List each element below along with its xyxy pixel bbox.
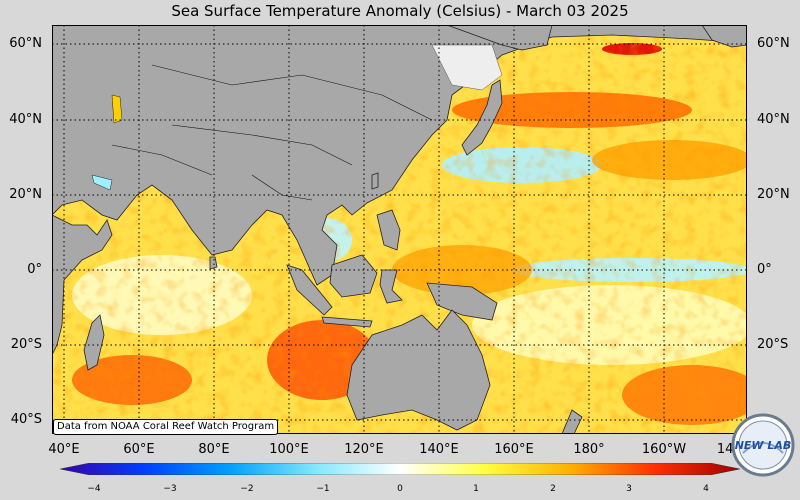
lon-label-40e: 40°E: [48, 442, 80, 457]
colorbar-tick-neg2: −2: [240, 484, 254, 494]
logo-text: NEW LAB: [735, 439, 792, 452]
land-masses: [52, 25, 747, 434]
caspian-sea: [111, 94, 123, 124]
lat-label-left-60n: 60°N: [9, 36, 42, 51]
lon-label-80e: 80°E: [198, 442, 230, 457]
eurasia-landmass: [52, 25, 747, 286]
sulawesi: [379, 269, 403, 304]
australia: [346, 309, 491, 431]
philippines: [376, 209, 401, 251]
colorbar-tick-neg3: −3: [163, 484, 177, 494]
lat-label-left-40s: 40°S: [10, 412, 42, 427]
colorbar-tick-4: 4: [703, 484, 709, 494]
lat-label-right-40n: 40°N: [757, 112, 790, 127]
taiwan: [371, 172, 379, 190]
graticule: [52, 25, 747, 434]
lat-label-left-0: 0°: [27, 262, 42, 277]
lon-label-140e: 140°E: [419, 442, 459, 457]
colorbar-tick-3: 3: [626, 484, 632, 494]
colorbar-tick-0: 0: [397, 484, 403, 494]
colorbar: [60, 463, 740, 475]
lon-label-100e: 100°E: [269, 442, 309, 457]
data-credit-label: Data from NOAA Coral Reef Watch Program: [53, 419, 279, 435]
japan: [461, 79, 503, 156]
map-title: Sea Surface Temperature Anomaly (Celsius…: [171, 2, 629, 20]
new-guinea: [426, 282, 498, 321]
lon-label-160w: 160°W: [641, 442, 687, 457]
lon-label-180: 180°: [573, 442, 605, 457]
north-america-corner: [701, 25, 747, 48]
lat-label-right-0: 0°: [757, 262, 772, 277]
lon-label-120e: 120°E: [344, 442, 384, 457]
sst-anomaly-map: [52, 25, 747, 434]
sumatra: [286, 264, 333, 316]
java: [321, 316, 373, 328]
map-frame: [52, 25, 747, 434]
lon-label-160e: 160°E: [494, 442, 534, 457]
lat-label-left-40n: 40°N: [9, 112, 42, 127]
persian-gulf: [91, 174, 113, 191]
lon-label-60e: 60°E: [123, 442, 155, 457]
colorbar-tick-1: 1: [473, 484, 479, 494]
lat-label-left-20s: 20°S: [10, 337, 42, 352]
new-zealand: [561, 409, 583, 434]
madagascar: [83, 314, 105, 371]
colorbar-tick-neg4: −4: [87, 484, 101, 494]
lat-label-left-20n: 20°N: [9, 187, 42, 202]
sea-ice-okhotsk: [431, 44, 503, 91]
colorbar-tick-2: 2: [550, 484, 556, 494]
lat-label-right-20s: 20°S: [757, 337, 789, 352]
borneo: [329, 254, 378, 298]
sri-lanka: [209, 256, 218, 270]
lat-label-right-20n: 20°N: [757, 187, 790, 202]
colorbar-tick-neg1: −1: [316, 484, 330, 494]
new-lab-logo[interactable]: NEW LAB: [731, 413, 795, 477]
colorbar-gradient: [60, 463, 740, 475]
lat-label-right-60n: 60°N: [757, 36, 790, 51]
